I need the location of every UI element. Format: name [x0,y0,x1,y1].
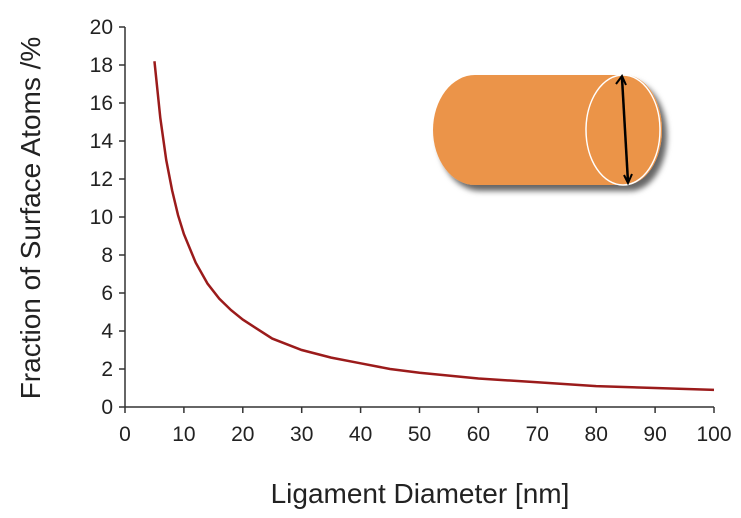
x-tick-label: 10 [172,423,195,446]
x-tick-label: 40 [349,423,372,446]
x-tick-label: 70 [526,423,549,446]
x-axis-label: Ligament Diameter [nm] [271,478,570,509]
y-tick-label: 16 [90,92,113,115]
x-tick-label: 90 [643,423,666,446]
y-tick-label: 14 [90,130,114,153]
x-tick-label: 0 [119,423,131,446]
x-tick-label: 50 [408,423,431,446]
y-tick-label: 12 [90,168,113,191]
x-tick-label: 60 [467,423,490,446]
data-line [153,61,715,392]
x-tick-label: 100 [696,423,731,446]
y-tick-label: 6 [101,282,113,305]
y-tick-label: 2 [101,358,113,381]
x-tick-label: 80 [585,423,608,446]
y-tick-label: 20 [90,16,113,39]
x-tick-label: 30 [290,423,313,446]
y-axis-label: Fraction of Surface Atoms /% [15,37,46,400]
y-tick-label: 8 [101,244,113,267]
y-tick-label: 18 [90,54,113,77]
y-tick-label: 0 [101,396,113,419]
y-tick-label: 4 [101,320,113,343]
y-tick-label: 10 [90,206,113,229]
x-tick-label: 20 [231,423,254,446]
inset-cylinder [433,74,662,186]
